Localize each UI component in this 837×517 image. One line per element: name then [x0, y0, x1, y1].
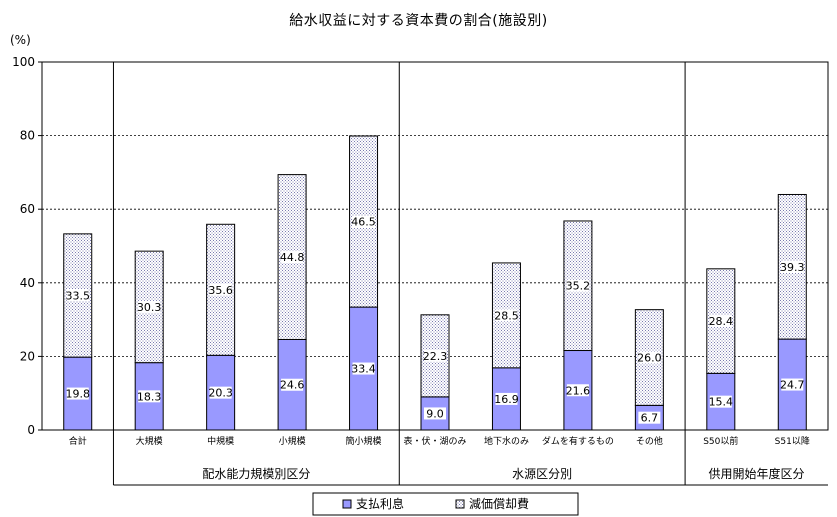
x-tick-label: 合計 [69, 435, 87, 447]
data-label-bg [352, 362, 375, 375]
data-label-bg [424, 349, 446, 362]
data-label-bg [781, 260, 804, 273]
data-label-bg [281, 251, 304, 264]
data-label: 39.3 [780, 261, 805, 274]
y-tick-label: 40 [20, 276, 35, 290]
data-label-bg [495, 309, 518, 322]
y-tick-label: 0 [27, 423, 35, 437]
x-tick-label: S51以降 [775, 435, 810, 447]
data-label: 24.6 [280, 379, 305, 392]
data-label-bg [138, 390, 161, 403]
data-label-bg [209, 386, 232, 399]
data-label-bg [709, 315, 732, 328]
data-label-bg [66, 289, 89, 302]
data-label: 26.0 [637, 352, 662, 365]
data-label-bg [424, 407, 446, 420]
data-label: 9.0 [426, 407, 444, 420]
data-label: 16.9 [494, 393, 519, 406]
data-label: 35.2 [566, 280, 591, 293]
y-tick-label: 60 [20, 202, 35, 216]
data-label: 21.6 [566, 384, 591, 397]
data-label-bg [709, 395, 732, 408]
y-tick-label: 100 [12, 55, 35, 69]
data-label: 33.4 [351, 363, 376, 376]
x-tick-label: 簡小規模 [346, 435, 382, 447]
data-label-bg [638, 351, 661, 364]
legend-swatch-depreciation [455, 499, 465, 509]
data-label-bg [638, 411, 661, 424]
data-label-bg [138, 300, 161, 313]
x-tick-label: 表・伏・湖のみ [403, 435, 466, 447]
data-label: 46.5 [351, 216, 376, 229]
y-tick-label: 80 [20, 129, 35, 143]
data-label-bg [566, 279, 589, 292]
data-label: 18.3 [137, 390, 162, 403]
x-tick-label: 地下水のみ [484, 435, 529, 447]
group-label: 配水能力規模別区分 [202, 466, 310, 481]
data-label-bg [352, 215, 375, 228]
data-label: 28.4 [709, 315, 734, 328]
x-tick-label: 大規模 [136, 435, 163, 447]
data-label-bg [495, 392, 518, 405]
y-axis-unit: (%) [10, 33, 31, 47]
data-label: 15.4 [709, 396, 734, 409]
data-label-bg [566, 384, 589, 397]
group-label: 供用開始年度区分 [709, 466, 805, 481]
data-label: 33.5 [65, 289, 90, 302]
x-tick-label: 小規模 [279, 436, 306, 447]
data-label-bg [66, 387, 89, 400]
data-label: 24.7 [780, 379, 805, 392]
legend-swatch-interest [342, 499, 352, 509]
data-label: 30.3 [137, 301, 162, 314]
x-tick-label: 中規模 [207, 435, 234, 447]
group-label: 水源区分別 [512, 467, 572, 481]
legend-box [312, 492, 579, 516]
data-label-bg [209, 283, 232, 296]
data-label: 28.5 [494, 309, 519, 322]
x-tick-label: その他 [636, 435, 663, 447]
data-label-bg [781, 378, 804, 391]
data-label: 6.7 [641, 412, 659, 425]
data-label: 35.6 [208, 284, 233, 297]
chart-title: 給水収益に対する資本費の割合(施設別) [289, 13, 548, 29]
legend-label: 減価償却費 [469, 496, 529, 511]
legend-label: 支払利息 [356, 496, 404, 511]
y-tick-label: 20 [20, 349, 35, 363]
x-tick-label: S50以前 [703, 435, 738, 447]
data-label: 22.3 [423, 350, 448, 363]
data-label: 20.3 [208, 387, 233, 400]
data-label: 19.8 [65, 388, 90, 401]
data-label-bg [281, 378, 304, 391]
x-tick-label: ダムを有するもの [542, 435, 614, 447]
data-label: 44.8 [280, 251, 305, 264]
